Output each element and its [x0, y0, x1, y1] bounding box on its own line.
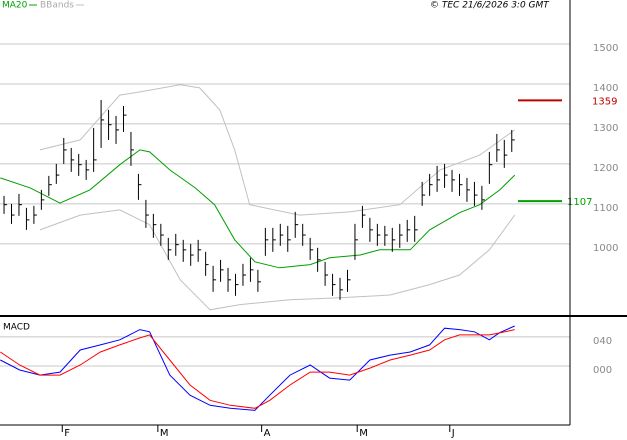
x-tick-label: F	[64, 428, 70, 439]
x-tick-label: M	[160, 428, 169, 439]
legend-label: BBands	[40, 1, 74, 11]
macd-line	[0, 329, 515, 409]
y-tick-label: 1000	[593, 243, 618, 254]
ma-line	[0, 149, 516, 269]
macd-title: MACD	[3, 323, 30, 333]
x-tick-label: A	[264, 428, 271, 439]
y-tick-label: 040	[593, 336, 612, 347]
credit: © TEC 21/6/2026 3:0 GMT	[430, 1, 550, 11]
y-tick-label: 1400	[593, 83, 618, 94]
bband-lower	[39, 209, 516, 311]
legend-label: MA20	[2, 1, 28, 11]
y-tick-label: 1300	[593, 123, 618, 134]
macd-line	[0, 325, 515, 411]
bband-upper	[39, 84, 515, 216]
level-label: 1107	[567, 197, 592, 208]
y-tick-label: 1100	[593, 203, 618, 214]
x-tick-label: J	[451, 428, 455, 439]
y-tick-label: 1200	[593, 163, 618, 174]
y-tick-label: 000	[593, 365, 612, 376]
x-tick-label: M	[359, 428, 368, 439]
level-label: 1359	[592, 96, 617, 107]
y-tick-label: 1500	[593, 43, 618, 54]
